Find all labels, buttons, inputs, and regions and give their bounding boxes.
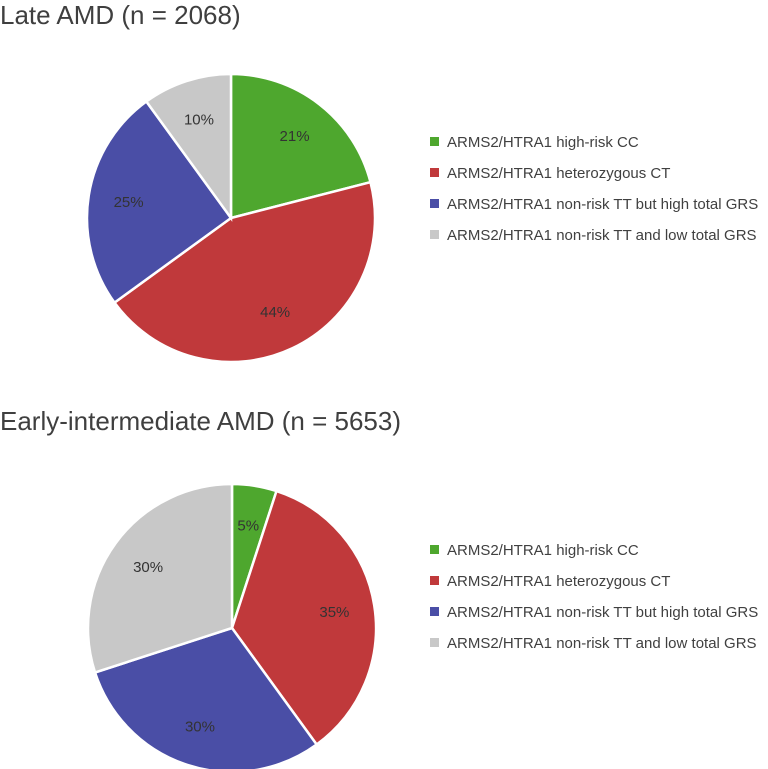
legend-label-non-risk-tt-low-grs: ARMS2/HTRA1 non-risk TT and low total GR… [447, 635, 757, 652]
slice-label-non-risk-tt-low-grs: 30% [133, 559, 163, 576]
legend-swatch-heterozygous-ct [430, 168, 439, 177]
pie-slice-non-risk-tt-high-grs [85, 99, 233, 305]
late-amd-chart: Late AMD (n = 2068) 21% 44% 25% 10% ARMS2/HT… [0, 0, 758, 364]
pie-slice-high-risk-cc [229, 72, 372, 220]
legend-swatch-heterozygous-ct [430, 576, 439, 585]
legend-label-non-risk-tt-low-grs: ARMS2/HTRA1 non-risk TT and low total GR… [447, 227, 757, 244]
late-amd-pie-chart: 21% 44% 25% 10% ARMS2/HTRA1 high-risk CC ARMS… [85, 72, 758, 364]
pie-slice-heterozygous-ct [230, 489, 378, 747]
legend-label-heterozygous-ct: ARMS2/HTRA1 heterozygous CT [447, 165, 670, 182]
legend-swatch-non-risk-tt-low-grs [430, 638, 439, 647]
early-intermediate-amd-pie-chart: 5% 35% 30% 30% ARMS2/HTRA1 high-risk CC ARMS2… [86, 482, 758, 769]
chart-title: Early-intermediate AMD (n = 5653) [0, 406, 402, 436]
slice-label-heterozygous-ct: 35% [319, 604, 349, 621]
chart-title: Late AMD (n = 2068) [0, 0, 241, 30]
slice-label-non-risk-tt-high-grs: 25% [114, 194, 144, 211]
slice-label-non-risk-tt-low-grs: 10% [184, 111, 214, 128]
legend-swatch-non-risk-tt-high-grs [430, 199, 439, 208]
legend-label-high-risk-cc: ARMS2/HTRA1 high-risk CC [447, 134, 639, 151]
slice-label-non-risk-tt-high-grs: 30% [185, 719, 215, 736]
legend-swatch-high-risk-cc [430, 545, 439, 554]
slice-label-high-risk-cc: 5% [237, 518, 259, 535]
legend-label-non-risk-tt-high-grs: ARMS2/HTRA1 non-risk TT but high total G… [447, 604, 758, 621]
legend-swatch-non-risk-tt-low-grs [430, 230, 439, 239]
pie-slice-non-risk-tt-low-grs [144, 72, 233, 222]
legend-label-non-risk-tt-high-grs: ARMS2/HTRA1 non-risk TT but high total G… [447, 196, 758, 213]
pie-slice-non-risk-tt-high-grs [93, 626, 319, 769]
slice-label-heterozygous-ct: 44% [260, 304, 290, 321]
pie-slice-non-risk-tt-low-grs [86, 482, 234, 675]
slice-label-high-risk-cc: 21% [280, 128, 310, 145]
early-intermediate-amd-chart: Early-intermediate AMD (n = 5653) 5% 35% 3… [0, 385, 768, 769]
legend-label-heterozygous-ct: ARMS2/HTRA1 heterozygous CT [447, 573, 670, 590]
legend-swatch-non-risk-tt-high-grs [430, 607, 439, 616]
legend-label-high-risk-cc: ARMS2/HTRA1 high-risk CC [447, 542, 639, 559]
pie-slice-heterozygous-ct [112, 180, 377, 364]
legend-swatch-high-risk-cc [430, 137, 439, 146]
